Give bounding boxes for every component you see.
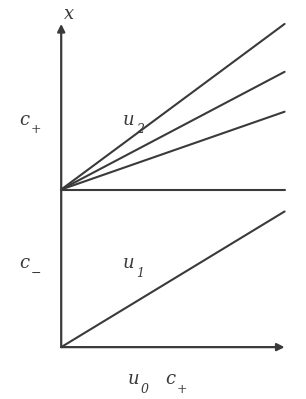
Text: +: + xyxy=(31,123,41,136)
Text: c: c xyxy=(165,370,175,388)
Text: +: + xyxy=(176,383,187,395)
Text: 0: 0 xyxy=(141,383,149,395)
Text: 2: 2 xyxy=(136,123,144,136)
Text: u: u xyxy=(123,254,134,273)
Text: x: x xyxy=(64,5,74,23)
Text: c: c xyxy=(19,254,30,273)
Text: c: c xyxy=(19,111,30,129)
Text: −: − xyxy=(31,267,41,280)
Text: u: u xyxy=(127,370,139,388)
Text: u: u xyxy=(123,111,134,129)
Text: 1: 1 xyxy=(136,267,144,280)
